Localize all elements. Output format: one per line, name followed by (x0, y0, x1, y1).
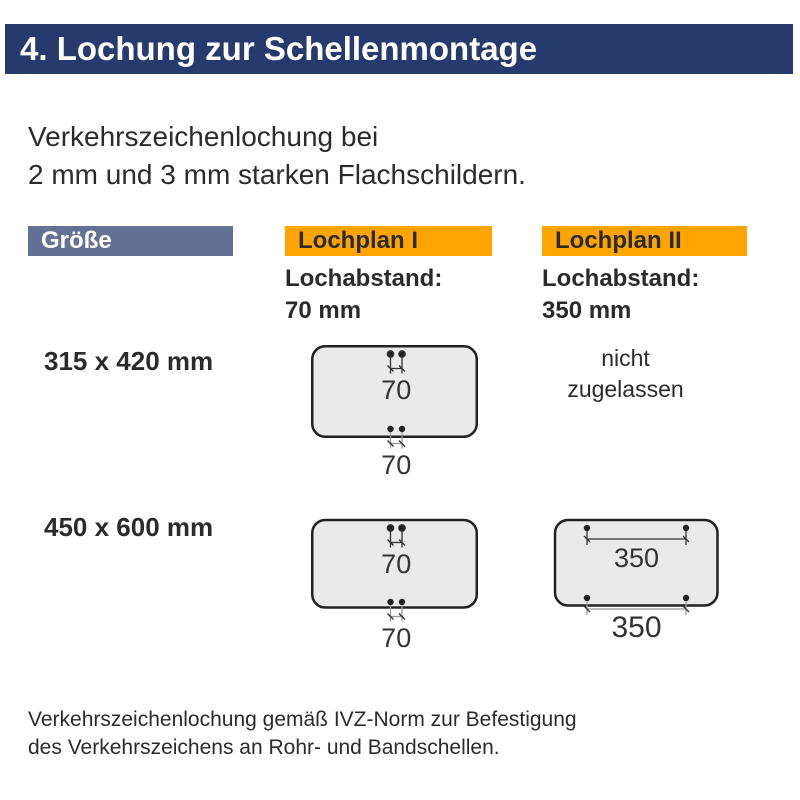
svg-text:70: 70 (381, 549, 411, 579)
svg-text:70: 70 (381, 450, 411, 480)
svg-text:350: 350 (611, 611, 661, 643)
svg-text:70: 70 (381, 375, 411, 405)
svg-text:70: 70 (381, 623, 411, 653)
svg-text:350: 350 (614, 543, 659, 573)
